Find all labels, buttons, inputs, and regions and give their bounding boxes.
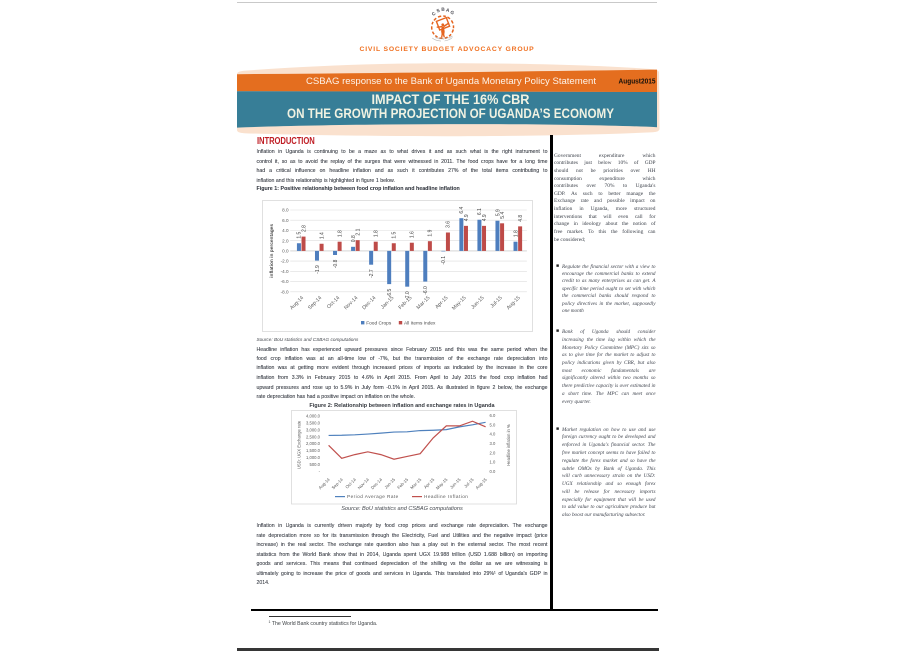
svg-text:-2.7: -2.7 xyxy=(369,269,375,278)
svg-text:3.0: 3.0 xyxy=(490,441,496,446)
svg-text:4,000.0: 4,000.0 xyxy=(306,414,321,419)
svg-text:-6.0: -6.0 xyxy=(423,285,429,294)
svg-text:Headline inflation in %: Headline inflation in % xyxy=(506,424,511,466)
svg-text:CSBAG response to the Bank of: CSBAG response to the Bank of Uganda Mon… xyxy=(306,76,596,86)
svg-text:3,000.0: 3,000.0 xyxy=(306,427,321,432)
svg-text:1.8: 1.8 xyxy=(337,229,343,236)
svg-text:6.1: 6.1 xyxy=(477,207,483,214)
svg-text:-6.0: -6.0 xyxy=(281,279,289,284)
svg-text:3,500.0: 3,500.0 xyxy=(306,421,321,426)
svg-text:1.8: 1.8 xyxy=(513,229,519,236)
svg-text:6.0: 6.0 xyxy=(490,413,496,418)
svg-text:1,000.0: 1,000.0 xyxy=(306,455,321,460)
svg-text:2.0: 2.0 xyxy=(282,238,289,243)
svg-text:S: S xyxy=(436,8,441,14)
svg-text:Period Average Rate: Period Average Rate xyxy=(347,494,399,499)
svg-text:August2015: August2015 xyxy=(619,76,657,85)
svg-text:4.0: 4.0 xyxy=(490,432,496,437)
svg-text:2,000.0: 2,000.0 xyxy=(306,441,321,446)
svg-text:-2.0: -2.0 xyxy=(281,258,289,263)
svg-text:-4.0: -4.0 xyxy=(281,268,289,273)
svg-text:1.8: 1.8 xyxy=(374,229,380,236)
svg-text:IMPACT OF THE 16% CBR: IMPACT OF THE 16% CBR xyxy=(372,91,530,107)
svg-text:0.0: 0.0 xyxy=(490,469,496,474)
svg-text:4.9: 4.9 xyxy=(482,214,488,221)
svg-text:USD: UGX Exchange rate: USD: UGX Exchange rate xyxy=(297,420,302,469)
svg-text:5.0: 5.0 xyxy=(490,423,496,428)
svg-text:0.0: 0.0 xyxy=(282,248,289,253)
svg-text:-: - xyxy=(319,469,321,474)
svg-text:-0.8: -0.8 xyxy=(333,259,339,268)
svg-text:inflation in percentages: inflation in percentages xyxy=(269,223,275,277)
svg-text:C: C xyxy=(431,10,437,16)
svg-text:0.8: 0.8 xyxy=(351,235,357,242)
svg-text:Food Crops: Food Crops xyxy=(366,320,392,326)
svg-text:G: G xyxy=(449,9,455,15)
svg-text:1.4: 1.4 xyxy=(319,231,325,238)
svg-text:6.4: 6.4 xyxy=(459,206,465,213)
svg-text:2.1: 2.1 xyxy=(355,228,361,235)
svg-text:1.0: 1.0 xyxy=(490,460,496,465)
svg-text:2,500.0: 2,500.0 xyxy=(306,434,321,439)
svg-text:1,500.0: 1,500.0 xyxy=(306,448,321,453)
svg-text:-6.5: -6.5 xyxy=(387,288,393,297)
svg-text:1.5: 1.5 xyxy=(297,231,303,238)
svg-text:4.8: 4.8 xyxy=(518,214,524,221)
svg-text:A: A xyxy=(445,7,450,13)
svg-text:Headline Inflation: Headline Inflation xyxy=(424,494,468,499)
svg-text:All Items Index: All Items Index xyxy=(404,320,436,326)
svg-text:5.9: 5.9 xyxy=(495,208,501,215)
svg-text:2.8: 2.8 xyxy=(301,224,307,231)
svg-text:500.0: 500.0 xyxy=(310,462,321,467)
svg-text:2.0: 2.0 xyxy=(490,450,496,455)
svg-text:8.0: 8.0 xyxy=(282,207,289,212)
svg-text:-0.1: -0.1 xyxy=(441,255,447,264)
svg-text:4.0: 4.0 xyxy=(282,228,289,233)
svg-text:4.9: 4.9 xyxy=(464,214,470,221)
svg-text:B: B xyxy=(441,7,445,12)
svg-text:3.6: 3.6 xyxy=(446,220,452,227)
svg-text:1.6: 1.6 xyxy=(410,230,416,237)
svg-text:-8.0: -8.0 xyxy=(281,289,289,294)
svg-text:5.4: 5.4 xyxy=(500,211,506,218)
svg-text:1.5: 1.5 xyxy=(392,231,398,238)
svg-text:1.9: 1.9 xyxy=(428,229,434,236)
svg-text:-7.0: -7.0 xyxy=(405,291,411,300)
svg-text:-1.9: -1.9 xyxy=(315,265,321,274)
svg-text:ON THE GROWTH PROJECTION OF UG: ON THE GROWTH PROJECTION OF UGANDA’S ECO… xyxy=(287,105,615,121)
svg-text:6.0: 6.0 xyxy=(282,217,289,222)
